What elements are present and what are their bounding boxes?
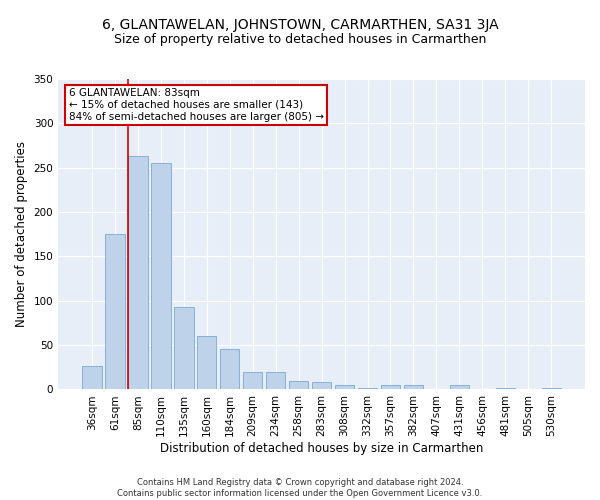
Bar bbox=[128, 156, 148, 390]
X-axis label: Distribution of detached houses by size in Carmarthen: Distribution of detached houses by size … bbox=[160, 442, 483, 455]
Bar bbox=[496, 388, 515, 390]
Bar bbox=[174, 307, 194, 390]
Text: 6, GLANTAWELAN, JOHNSTOWN, CARMARTHEN, SA31 3JA: 6, GLANTAWELAN, JOHNSTOWN, CARMARTHEN, S… bbox=[101, 18, 499, 32]
Bar bbox=[449, 385, 469, 390]
Text: 6 GLANTAWELAN: 83sqm
← 15% of detached houses are smaller (143)
84% of semi-deta: 6 GLANTAWELAN: 83sqm ← 15% of detached h… bbox=[69, 88, 324, 122]
Bar bbox=[220, 348, 239, 390]
Y-axis label: Number of detached properties: Number of detached properties bbox=[15, 141, 28, 327]
Bar bbox=[151, 164, 170, 390]
Bar bbox=[358, 388, 377, 390]
Bar bbox=[542, 388, 561, 390]
Text: Size of property relative to detached houses in Carmarthen: Size of property relative to detached ho… bbox=[114, 32, 486, 46]
Bar bbox=[312, 382, 331, 390]
Text: Contains HM Land Registry data © Crown copyright and database right 2024.
Contai: Contains HM Land Registry data © Crown c… bbox=[118, 478, 482, 498]
Bar bbox=[266, 372, 286, 390]
Bar bbox=[335, 385, 355, 390]
Bar bbox=[197, 336, 217, 390]
Bar bbox=[243, 372, 262, 390]
Bar bbox=[404, 385, 423, 390]
Bar bbox=[381, 385, 400, 390]
Bar bbox=[289, 380, 308, 390]
Bar bbox=[105, 234, 125, 390]
Bar bbox=[82, 366, 101, 390]
